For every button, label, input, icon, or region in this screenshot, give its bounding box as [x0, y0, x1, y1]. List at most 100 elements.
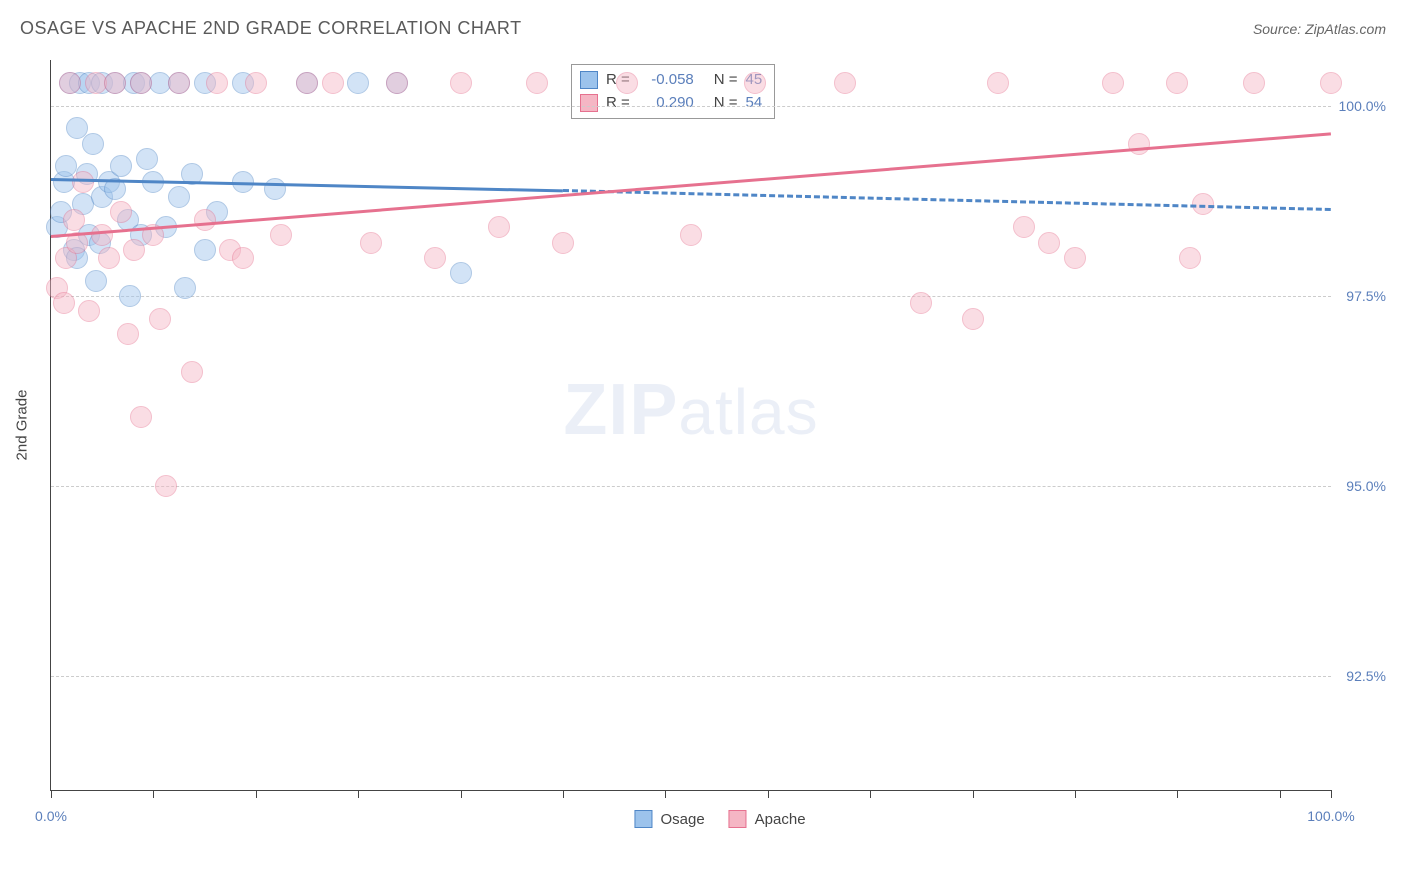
scatter-point [123, 239, 145, 261]
scatter-point [347, 72, 369, 94]
scatter-point [424, 247, 446, 269]
n-label: N = [714, 69, 738, 92]
scatter-point [130, 406, 152, 428]
scatter-point [136, 148, 158, 170]
x-tick [461, 790, 462, 798]
scatter-point [85, 270, 107, 292]
scatter-point [488, 216, 510, 238]
scatter-point [526, 72, 548, 94]
x-tick [256, 790, 257, 798]
x-tick [973, 790, 974, 798]
scatter-point [1320, 72, 1342, 94]
scatter-point [104, 72, 126, 94]
scatter-point [910, 292, 932, 314]
scatter-point [1166, 72, 1188, 94]
scatter-point [680, 224, 702, 246]
plot-container: 2nd Grade ZIPatlas R =-0.058N =45R =0.29… [50, 60, 1390, 790]
scatter-point [110, 201, 132, 223]
y-tick-label: 97.5% [1336, 288, 1386, 304]
r-value: 0.290 [638, 92, 694, 115]
scatter-point [117, 323, 139, 345]
scatter-point [270, 224, 292, 246]
scatter-point [181, 361, 203, 383]
series-legend: Osage Apache [634, 810, 805, 828]
x-tick-label: 0.0% [35, 808, 67, 824]
r-label: R = [606, 92, 630, 115]
x-tick [1177, 790, 1178, 798]
chart-header: OSAGE VS APACHE 2ND GRADE CORRELATION CH… [20, 18, 1386, 39]
scatter-point [82, 133, 104, 155]
scatter-point [1013, 216, 1035, 238]
scatter-point [119, 285, 141, 307]
gridline [51, 676, 1331, 677]
legend-item: Apache [729, 810, 806, 828]
x-tick [665, 790, 666, 798]
stats-legend: R =-0.058N =45R = 0.290 N = 54 [571, 64, 775, 119]
scatter-point [386, 72, 408, 94]
scatter-point [1243, 72, 1265, 94]
scatter-point [78, 300, 100, 322]
scatter-point [264, 178, 286, 200]
scatter-point [322, 72, 344, 94]
stats-legend-row: R = 0.290 N = 54 [580, 92, 762, 115]
legend-swatch [580, 94, 598, 112]
y-tick-label: 100.0% [1336, 98, 1386, 114]
scatter-point [450, 262, 472, 284]
y-axis-label: 2nd Grade [14, 390, 31, 461]
gridline [51, 486, 1331, 487]
scatter-point [962, 308, 984, 330]
y-tick-label: 92.5% [1336, 668, 1386, 684]
scatter-point [744, 72, 766, 94]
scatter-point [296, 72, 318, 94]
scatter-point [194, 209, 216, 231]
x-tick [1075, 790, 1076, 798]
scatter-point [1064, 247, 1086, 269]
n-value: 54 [746, 92, 763, 115]
scatter-point [174, 277, 196, 299]
x-tick-label: 100.0% [1307, 808, 1354, 824]
scatter-point [110, 155, 132, 177]
trend-line [563, 189, 1331, 211]
scatter-point [168, 72, 190, 94]
scatter-point [206, 72, 228, 94]
x-tick [1331, 790, 1332, 798]
scatter-point [1179, 247, 1201, 269]
x-tick [358, 790, 359, 798]
scatter-point [450, 72, 472, 94]
trend-line [51, 178, 563, 192]
scatter-point [987, 72, 1009, 94]
scatter-point [53, 292, 75, 314]
watermark-zip: ZIP [563, 370, 678, 450]
scatter-point [98, 247, 120, 269]
scatter-point [1102, 72, 1124, 94]
scatter-point [834, 72, 856, 94]
scatter-point [360, 232, 382, 254]
scatter-point [616, 72, 638, 94]
stats-legend-row: R =-0.058N =45 [580, 69, 762, 92]
legend-swatch [729, 810, 747, 828]
x-tick [768, 790, 769, 798]
x-tick [51, 790, 52, 798]
chart-source: Source: ZipAtlas.com [1253, 21, 1386, 37]
x-tick [870, 790, 871, 798]
y-tick-label: 95.0% [1336, 478, 1386, 494]
scatter-point [149, 308, 171, 330]
plot-area: ZIPatlas R =-0.058N =45R =0.290N =54 92.… [50, 60, 1331, 791]
legend-item: Osage [634, 810, 704, 828]
x-tick [563, 790, 564, 798]
legend-label: Apache [755, 811, 806, 828]
scatter-point [194, 239, 216, 261]
watermark: ZIPatlas [563, 369, 818, 451]
n-label: N = [714, 92, 738, 115]
x-tick [1280, 790, 1281, 798]
scatter-point [155, 475, 177, 497]
scatter-point [245, 72, 267, 94]
scatter-point [91, 224, 113, 246]
scatter-point [1038, 232, 1060, 254]
scatter-point [59, 72, 81, 94]
scatter-point [168, 186, 190, 208]
legend-swatch [580, 71, 598, 89]
x-tick [153, 790, 154, 798]
scatter-point [552, 232, 574, 254]
legend-swatch [634, 810, 652, 828]
